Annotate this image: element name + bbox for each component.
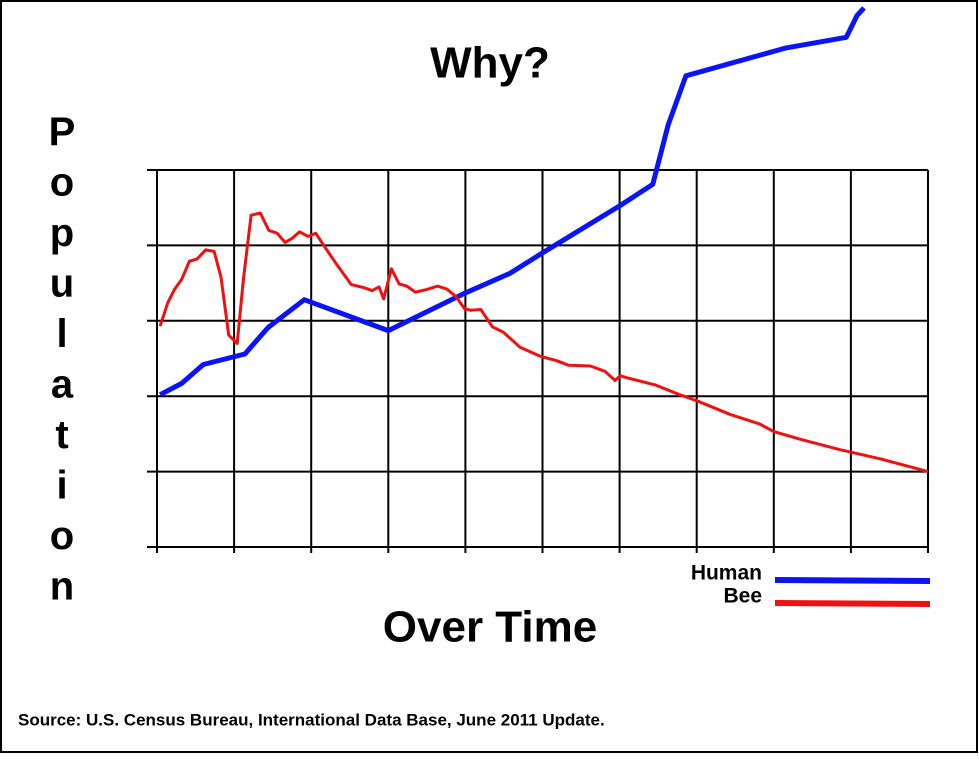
legend-label: Human	[691, 562, 762, 585]
legend-swatch	[774, 600, 931, 607]
x-axis-label: Over Time	[383, 603, 597, 652]
source-note: Source: U.S. Census Bureau, Internationa…	[18, 710, 605, 729]
legend-label: Bee	[723, 585, 762, 608]
chart-title: Why?	[430, 39, 550, 88]
data-line	[158, 211, 929, 474]
data-line	[158, 6, 866, 397]
legend-swatch	[774, 577, 931, 584]
